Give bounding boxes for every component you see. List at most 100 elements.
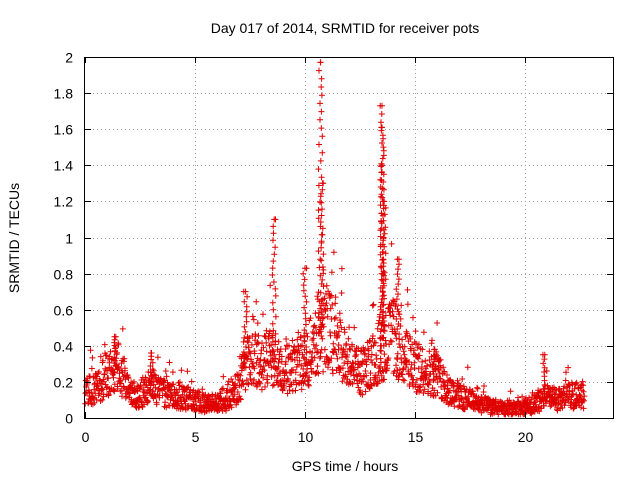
data-point <box>310 335 317 342</box>
data-point <box>369 333 376 339</box>
x-tick-label: 20 <box>518 429 534 445</box>
data-point <box>141 401 147 408</box>
data-point <box>302 315 309 322</box>
data-point <box>195 388 202 395</box>
data-point <box>377 227 384 234</box>
data-point <box>119 325 126 332</box>
data-point <box>416 384 423 391</box>
data-point <box>421 386 428 393</box>
data-point <box>334 322 341 329</box>
data-point <box>333 351 340 358</box>
x-tick-label: 0 <box>82 429 90 445</box>
data-point <box>270 223 277 230</box>
data-point <box>328 269 335 276</box>
data-point <box>129 380 136 387</box>
data-point <box>319 133 326 140</box>
data-point <box>254 339 261 346</box>
data-point <box>103 352 110 359</box>
data-point <box>381 328 388 334</box>
data-point <box>263 339 270 346</box>
data-point <box>390 297 397 304</box>
data-point <box>377 335 384 342</box>
data-point <box>318 302 325 309</box>
data-point <box>403 364 409 371</box>
data-point <box>434 389 441 396</box>
data-point <box>396 336 403 342</box>
data-point <box>378 210 385 217</box>
data-point <box>261 367 268 374</box>
data-point <box>581 393 588 400</box>
data-point <box>99 357 106 364</box>
data-point <box>149 376 156 382</box>
data-point <box>318 199 325 206</box>
data-point <box>573 379 580 386</box>
data-point <box>507 388 514 395</box>
data-point <box>426 348 433 355</box>
data-point <box>319 180 326 187</box>
data-point <box>262 333 269 340</box>
data-point <box>218 386 225 393</box>
data-point <box>245 381 252 388</box>
data-point <box>391 368 398 375</box>
data-point <box>543 368 550 374</box>
data-point <box>145 398 151 405</box>
data-point <box>319 206 325 213</box>
data-point <box>297 343 304 350</box>
data-point <box>118 387 125 394</box>
data-point <box>317 59 324 66</box>
data-point <box>294 336 301 343</box>
data-point <box>346 324 353 331</box>
data-point <box>243 303 250 310</box>
data-point <box>147 382 154 389</box>
data-point <box>434 379 441 386</box>
data-point <box>162 368 169 374</box>
data-point <box>313 342 320 349</box>
data-point <box>327 332 334 339</box>
y-tick-label: 1.2 <box>54 194 74 210</box>
data-point <box>411 365 418 371</box>
data-point <box>325 364 331 371</box>
data-point <box>363 372 370 379</box>
y-tick-label: 0.2 <box>54 375 74 391</box>
data-point <box>580 396 586 403</box>
data-point <box>398 355 405 361</box>
data-point <box>440 364 447 371</box>
data-point <box>260 344 267 351</box>
data-point <box>179 391 186 398</box>
data-point <box>276 348 283 355</box>
data-point <box>125 375 132 382</box>
data-point <box>96 390 103 397</box>
data-point <box>272 341 279 348</box>
data-point <box>540 360 547 367</box>
data-point <box>82 400 89 407</box>
data-point <box>381 269 388 276</box>
data-point <box>379 155 386 162</box>
data-point <box>150 388 157 395</box>
data-point <box>251 350 258 357</box>
data-point <box>97 377 104 384</box>
data-point <box>349 359 356 366</box>
data-point <box>369 302 376 309</box>
data-point <box>251 376 257 383</box>
data-point <box>301 327 308 334</box>
data-point <box>339 378 346 385</box>
data-point <box>99 396 106 403</box>
data-point <box>318 238 325 245</box>
data-point <box>372 339 379 346</box>
data-point <box>279 387 286 394</box>
data-point <box>380 237 387 244</box>
data-point <box>394 350 401 357</box>
data-point <box>441 368 448 375</box>
data-point <box>427 379 433 385</box>
data-point <box>88 365 95 372</box>
data-point <box>286 342 292 349</box>
data-point <box>412 328 419 335</box>
data-point <box>393 301 399 308</box>
data-point <box>430 377 437 384</box>
data-point <box>378 270 385 277</box>
data-point <box>300 270 307 277</box>
data-point <box>323 282 330 289</box>
data-point <box>318 125 325 132</box>
data-point <box>441 386 448 393</box>
data-point <box>260 363 267 370</box>
